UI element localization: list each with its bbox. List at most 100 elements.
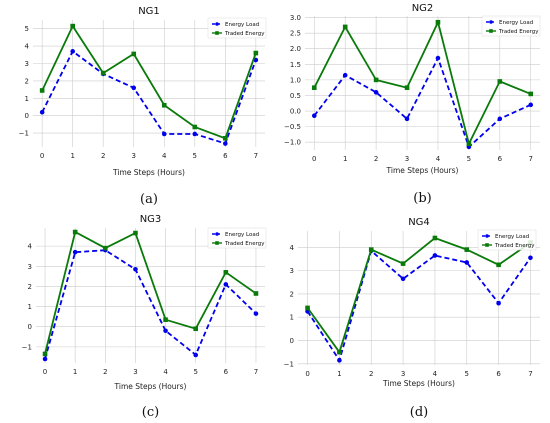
data-point [528,102,534,108]
y-tick-label: 3 [25,60,29,68]
data-point [103,245,108,251]
legend-box [207,227,267,249]
legend-marker [215,232,219,236]
data-point [497,79,503,84]
figure-caption: (c) [142,405,159,420]
y-tick-label: 1.5 [290,61,301,69]
data-point [223,141,228,146]
data-point [193,326,198,332]
x-axis-label: Time Steps (Hours) [112,168,185,177]
x-tick-label: 5 [193,368,197,376]
data-point [223,270,229,275]
x-tick-label: 3 [132,152,136,160]
legend-label: Energy Load [225,232,259,238]
y-tick-label: 0 [28,323,32,331]
y-tick-label: −1 [22,343,32,351]
x-tick-label: 3 [133,368,137,376]
chart-panel-ng4: 0 1 2 3 4 5 6 7 −1 0 1 2 3 4 NG4 Time Steps (Hours) (d) E… [284,217,540,420]
x-tick-label: 1 [70,152,74,160]
x-tick-label: 6 [223,152,228,160]
data-point [373,77,379,83]
data-point [133,267,138,272]
data-point [223,282,229,287]
legend-box [481,15,541,37]
x-tick-label: 5 [467,155,471,163]
y-tick-label: 5 [25,25,29,33]
y-tick-label: 3 [290,267,294,275]
x-tick-label: 6 [224,368,229,376]
x-tick-label: 7 [254,152,258,160]
chart-title: NG4 [408,217,430,228]
y-tick-label: −0.5 [284,123,301,131]
y-tick-label: 2.5 [290,30,301,38]
y-tick-label: 3.0 [290,14,301,22]
y-tick-label: 2 [290,290,294,298]
data-point [432,235,438,241]
data-point [373,90,379,95]
x-tick-label: 0 [40,152,44,160]
series-line-energy-load [313,55,532,149]
figure-caption: (b) [413,191,431,206]
chart-panel-ng2: 0 1 2 3 4 5 6 7 −1.0 −0.5 0.0 0.5 1.0 1.5 2.0 2.5 3.0 NG2… [284,3,541,206]
x-tick-label: 6 [496,370,501,378]
x-tick-label: 0 [312,155,316,163]
data-point [193,352,198,358]
legend-marker [215,22,219,26]
y-tick-label: 2.0 [290,45,301,53]
x-tick-label: 1 [73,368,77,376]
legend-label: Energy Load [495,234,529,240]
legend-label: Traded Energy [224,31,265,37]
data-point [42,356,48,362]
data-point [496,300,501,306]
x-tick-label: 7 [528,370,532,378]
x-tick-label: 4 [162,152,167,160]
legend-marker [489,20,493,24]
x-axis-label: Time Steps (Hours) [382,379,455,388]
data-point [39,109,45,115]
data-point [253,311,259,316]
legend: Energy Load Traded Energy [481,15,541,37]
x-tick-label: 4 [436,155,441,163]
legend: Energy Load Traded Energy [207,17,267,39]
x-tick-label: 2 [101,152,105,160]
data-point [223,136,228,141]
x-tick-label: 1 [337,370,341,378]
x-tick-label: 0 [305,370,309,378]
data-point [496,262,501,268]
data-point [432,253,438,258]
legend: Energy Load Traded Energy [207,227,267,249]
data-point [253,50,259,56]
data-point [42,351,48,357]
chart-title: NG2 [412,3,434,14]
x-tick-label: 7 [528,155,532,163]
legend-box [207,17,267,39]
data-point [192,124,198,130]
data-point [311,113,317,119]
y-tick-label: 0.0 [290,108,301,116]
chart-panel-ng3: 0 1 2 3 4 5 6 7 −1 0 1 2 3 4 NG3 Time Steps (Hours) (c) E… [22,214,267,420]
data-point [131,85,137,91]
data-point [131,51,137,57]
legend-box [477,229,537,251]
y-tick-label: −1 [19,130,29,138]
legend-label: Traded Energy [494,243,535,249]
y-tick-label: 4 [290,244,295,252]
data-point [72,229,78,235]
legend-marker [215,241,219,245]
series-line-traded-energy [41,24,257,140]
data-point [464,260,470,265]
data-point [497,116,503,122]
legend-label: Traded Energy [224,241,265,247]
series-line-traded-energy [44,230,257,355]
data-point [435,19,441,25]
legend: Energy Load Traded Energy [477,229,537,251]
legend-marker [485,234,489,238]
figure-caption: (a) [140,192,158,207]
y-tick-label: 4 [28,243,33,251]
legend-label: Energy Load [499,20,533,26]
data-point [163,317,168,322]
x-tick-label: 5 [465,370,469,378]
data-point [161,102,167,108]
y-tick-label: 3 [28,263,32,271]
